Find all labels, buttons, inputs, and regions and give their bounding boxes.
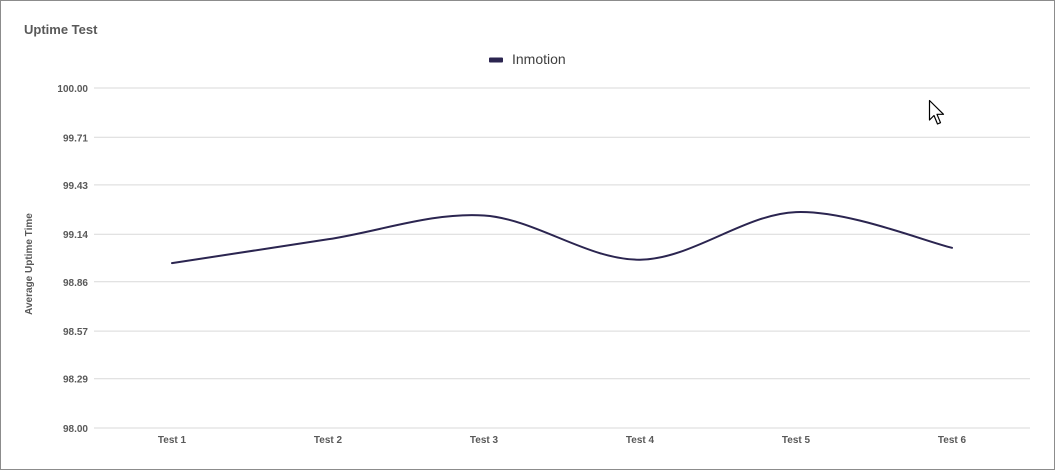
y-axis-ticks: 98.00 98.29 98.57 98.86 99.14 99.43 99.71 100.0… [57,84,88,435]
chart-title: Uptime Test [24,22,98,37]
series-lines [171,211,953,265]
x-tick-label: Test 1 [158,435,187,446]
legend-swatch[interactable] [489,57,503,63]
mouse-pointer-icon [928,99,945,125]
y-tick-label: 99.43 [63,181,88,192]
x-tick-label: Test 4 [626,435,655,446]
x-tick-label: Test 5 [782,435,811,446]
legend[interactable]: Inmotion [489,51,566,67]
y-axis-label: Average Uptime Time [24,213,35,315]
y-tick-label: 98.57 [63,327,88,338]
series-line-inmotion[interactable] [171,211,953,265]
x-tick-label: Test 3 [470,435,499,446]
x-axis-ticks: Test 1 Test 2 Test 3 Test 4 Test 5 Test 6 [158,435,967,446]
y-tick-label: 98.86 [63,278,88,289]
x-tick-label: Test 6 [938,435,967,446]
y-tick-label: 99.14 [63,230,88,241]
y-tick-label: 98.00 [63,424,88,435]
y-tick-label: 100.00 [57,84,88,95]
y-tick-label: 99.71 [63,133,88,144]
grid-lines [94,87,1030,429]
x-tick-label: Test 2 [314,435,343,446]
legend-label[interactable]: Inmotion [512,51,566,67]
y-tick-label: 98.29 [63,375,88,386]
